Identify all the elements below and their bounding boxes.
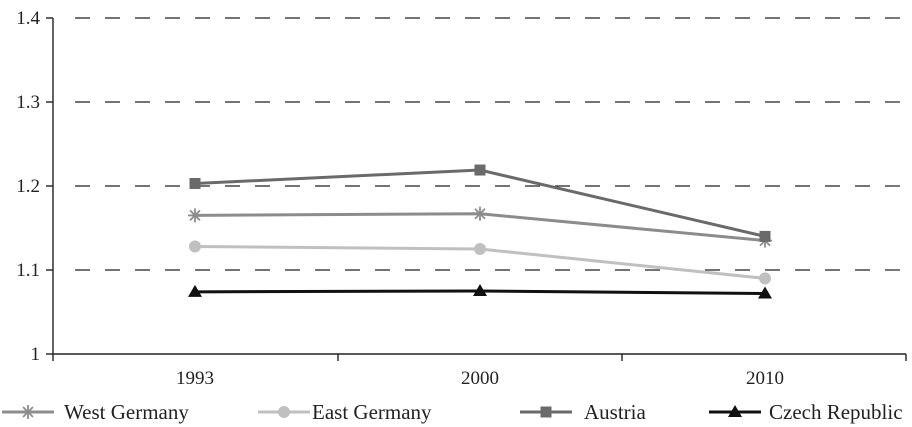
y-tick-label: 1 bbox=[31, 344, 41, 365]
legend-item-west-germany: West Germany bbox=[2, 400, 189, 424]
series-line-austria bbox=[194, 168, 766, 238]
legend-marker-square bbox=[540, 406, 552, 418]
gridlines bbox=[75, 17, 906, 271]
x-tick-labels: 1993 2000 2010 bbox=[176, 368, 784, 389]
data-point-west-germany bbox=[188, 208, 202, 223]
legend-marker-triangle bbox=[728, 405, 742, 417]
data-point-austria bbox=[189, 177, 201, 189]
data-point-east-germany bbox=[189, 240, 201, 253]
legend-item-east-germany: East Germany bbox=[258, 400, 432, 424]
y-tick-label: 1.3 bbox=[16, 92, 40, 113]
legend: West Germany East Germany Austria Czech Rep… bbox=[2, 400, 903, 424]
data-point-czech-republic bbox=[188, 284, 202, 297]
legend-label: Czech Republic bbox=[769, 400, 903, 424]
legend-label: East Germany bbox=[312, 400, 432, 424]
data-point-east-germany bbox=[474, 243, 486, 255]
legend-label: Austria bbox=[584, 400, 647, 424]
legend-marker-circle bbox=[278, 406, 290, 418]
legend-label: West Germany bbox=[64, 400, 189, 424]
legend-item-czech-republic: Czech Republic bbox=[709, 400, 903, 424]
y-tick-labels: 1 1.1 1.2 1.3 1.4 bbox=[16, 8, 40, 365]
series-lines bbox=[194, 168, 766, 296]
data-point-east-germany bbox=[759, 272, 771, 285]
series-markers bbox=[188, 164, 772, 299]
data-point-austria bbox=[759, 230, 771, 242]
legend-marker-asterisk bbox=[21, 405, 35, 419]
x-tick-label: 2010 bbox=[746, 368, 784, 389]
y-tick-label: 1.4 bbox=[16, 8, 40, 29]
legend-item-austria: Austria bbox=[520, 400, 647, 424]
axes bbox=[46, 17, 907, 361]
data-point-austria bbox=[474, 164, 486, 176]
data-point-czech-republic bbox=[758, 286, 772, 299]
x-tick-label: 2000 bbox=[461, 368, 499, 389]
data-point-west-germany bbox=[473, 206, 487, 221]
data-point-czech-republic bbox=[473, 284, 487, 296]
y-tick-label: 1.2 bbox=[16, 176, 40, 197]
y-tick-label: 1.1 bbox=[16, 260, 40, 281]
x-tick-label: 1993 bbox=[176, 368, 214, 389]
